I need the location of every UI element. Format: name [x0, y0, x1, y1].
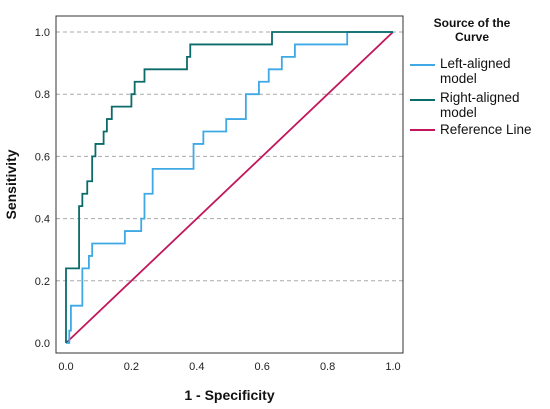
x-tick-label: 1.0: [385, 361, 400, 373]
series-line-left-aligned-model: [66, 31, 393, 344]
x-axis-title: 1 - Specificity: [184, 387, 274, 403]
y-tick-label: 1.0: [35, 27, 50, 39]
x-tick-label: 0.0: [58, 361, 73, 373]
x-tick-label: 0.8: [320, 361, 335, 373]
legend-label-reference-line: Reference Line: [440, 122, 532, 137]
series-lines: [65, 31, 394, 344]
x-tick-label: 0.2: [124, 361, 139, 373]
legend-label-left-aligned-line-1: Left-aligned: [440, 56, 511, 71]
series-line-right-aligned-model: [65, 31, 393, 343]
legend-label-right-aligned-line-1: Right-aligned: [440, 90, 520, 105]
y-tick-label: 0.8: [35, 89, 50, 101]
series-line-reference-line: [65, 31, 394, 344]
legend-title-line-2: Curve: [455, 30, 489, 44]
legend-title-line-1: Source of the: [434, 16, 511, 30]
legend-label-right-aligned-line-2: model: [440, 105, 477, 120]
y-tick-label: 0.4: [35, 214, 50, 226]
y-tick-label: 0.2: [35, 276, 50, 288]
x-tick-label: 0.4: [189, 361, 204, 373]
x-tick-label: 0.6: [255, 361, 270, 373]
y-tick-label: 0.6: [35, 151, 50, 163]
legend: Source of the Curve Left-aligned model R…: [410, 16, 532, 137]
y-axis-title: Sensitivity: [3, 149, 19, 219]
plot-frame: [55, 15, 404, 354]
y-tick-label: 0.0: [35, 338, 50, 350]
legend-label-left-aligned-line-2: model: [440, 71, 477, 86]
tick-labels: 0.0 0.2 0.4 0.6 0.8 1.0 0.0 0.2 0.4 0.6 0.8 1.0: [35, 27, 401, 373]
